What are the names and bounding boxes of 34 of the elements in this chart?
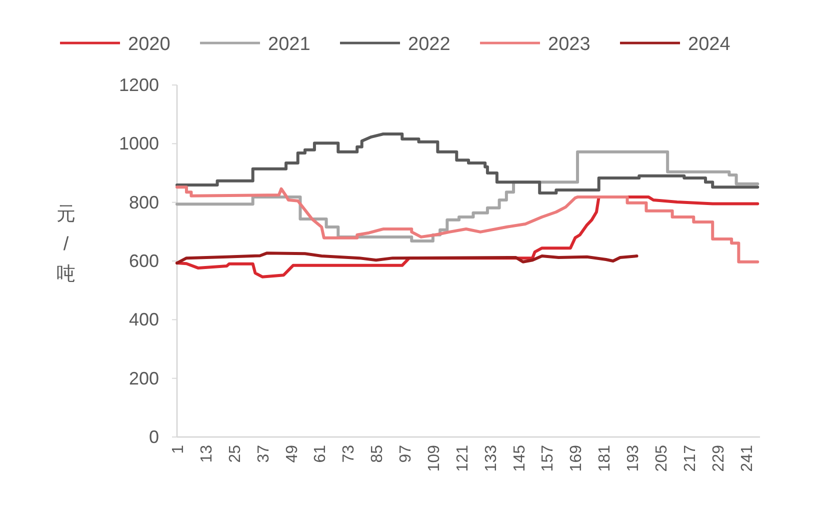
x-tick-label: 85	[369, 444, 386, 463]
x-tick-label: 13	[198, 444, 216, 463]
y-axis-title: 元/吨	[56, 204, 76, 285]
legend-label: 2022	[408, 34, 450, 55]
legend-label: 2024	[688, 34, 731, 55]
legend-label: 2020	[128, 34, 170, 55]
x-tick-label: 25	[226, 444, 244, 463]
y-tick-label: 600	[128, 251, 159, 271]
x-tick-label: 229	[710, 444, 728, 472]
x-tick-label: 217	[682, 444, 699, 472]
x-tick-label: 133	[482, 444, 500, 472]
x-tick-label: 109	[426, 444, 443, 472]
y-tick-label: 0	[148, 427, 159, 447]
y-tick-label: 1200	[118, 75, 159, 95]
x-tick-label: 169	[568, 444, 586, 472]
legend-label: 2021	[268, 34, 310, 55]
x-tick-label: 121	[454, 444, 472, 472]
x-tick-label: 145	[511, 444, 528, 472]
y-tick-label: 800	[128, 192, 159, 212]
x-tick-label: 1	[170, 444, 187, 454]
x-tick-label: 157	[540, 444, 557, 472]
x-tick-label: 193	[625, 444, 642, 472]
x-tick-label: 73	[340, 444, 358, 463]
x-tick-label: 181	[596, 444, 614, 472]
legend-label: 2023	[548, 34, 590, 55]
x-tick-label: 205	[653, 444, 670, 472]
x-tick-label: 61	[312, 444, 330, 463]
x-tick-label: 97	[398, 444, 415, 463]
y-tick-label: 400	[128, 310, 159, 330]
x-tick-label: 37	[255, 444, 272, 463]
y-tick-label: 1000	[118, 134, 159, 154]
x-tick-label: 49	[284, 444, 301, 463]
y-tick-label: 200	[128, 368, 159, 388]
x-tick-label: 241	[738, 444, 756, 472]
